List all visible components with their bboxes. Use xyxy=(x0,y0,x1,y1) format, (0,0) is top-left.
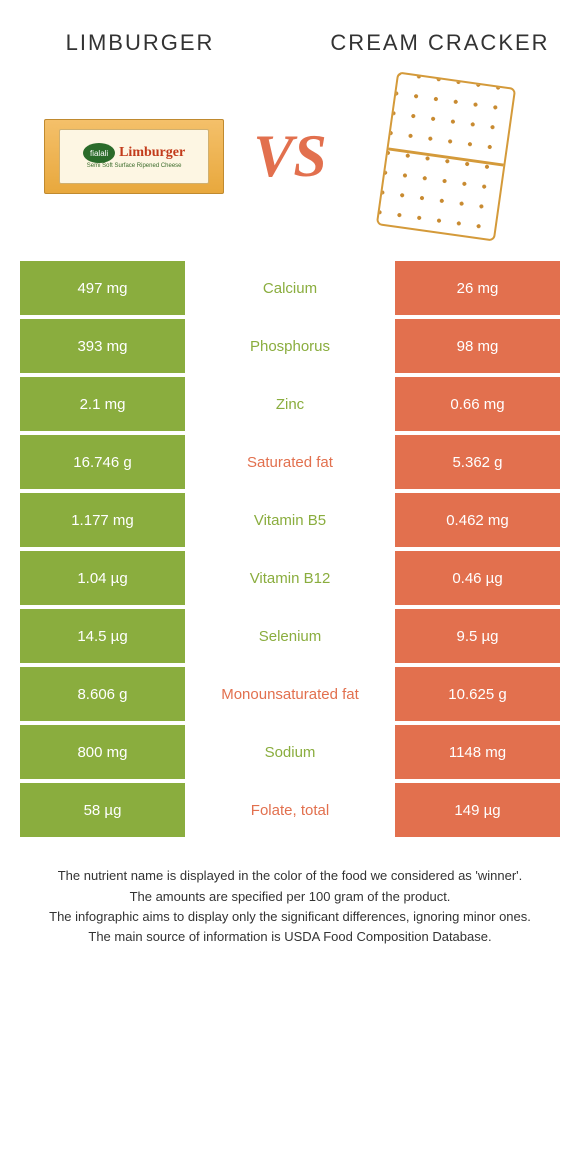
left-value: 58 µg xyxy=(20,783,185,837)
left-value: 497 mg xyxy=(20,261,185,315)
nutrient-name: Zinc xyxy=(185,377,395,431)
nutrient-name: Folate, total xyxy=(185,783,395,837)
footnote-line: The amounts are specified per 100 gram o… xyxy=(30,888,550,906)
footnote-line: The main source of information is USDA F… xyxy=(30,928,550,946)
right-food-title: Cream cracker xyxy=(320,30,560,56)
left-value: 1.04 µg xyxy=(20,551,185,605)
table-row: 58 µgFolate, total149 µg xyxy=(20,783,560,837)
cracker-icon xyxy=(376,71,516,241)
right-value: 1148 mg xyxy=(395,725,560,779)
right-food-image xyxy=(332,79,560,234)
left-food-title: Limburger xyxy=(20,30,260,56)
left-value: 393 mg xyxy=(20,319,185,373)
right-value: 10.625 g xyxy=(395,667,560,721)
table-row: 14.5 µgSelenium9.5 µg xyxy=(20,609,560,663)
footnote-line: The nutrient name is displayed in the co… xyxy=(30,867,550,885)
right-value: 0.46 µg xyxy=(395,551,560,605)
table-row: 8.606 gMonounsaturated fat10.625 g xyxy=(20,667,560,721)
left-value: 2.1 mg xyxy=(20,377,185,431)
nutrient-name: Vitamin B12 xyxy=(185,551,395,605)
table-row: 393 mgPhosphorus98 mg xyxy=(20,319,560,373)
left-value: 800 mg xyxy=(20,725,185,779)
cheese-icon: fialali Limburger Semi Soft Surface Ripe… xyxy=(44,119,224,194)
footnote-line: The infographic aims to display only the… xyxy=(30,908,550,926)
footnotes: The nutrient name is displayed in the co… xyxy=(20,867,560,946)
images-row: fialali Limburger Semi Soft Surface Ripe… xyxy=(20,76,560,236)
left-value: 8.606 g xyxy=(20,667,185,721)
left-value: 1.177 mg xyxy=(20,493,185,547)
right-value: 0.462 mg xyxy=(395,493,560,547)
table-row: 2.1 mgZinc0.66 mg xyxy=(20,377,560,431)
right-value: 0.66 mg xyxy=(395,377,560,431)
right-value: 98 mg xyxy=(395,319,560,373)
table-row: 800 mgSodium1148 mg xyxy=(20,725,560,779)
right-value: 149 µg xyxy=(395,783,560,837)
right-value: 5.362 g xyxy=(395,435,560,489)
nutrient-name: Vitamin B5 xyxy=(185,493,395,547)
nutrient-name: Phosphorus xyxy=(185,319,395,373)
left-food-image: fialali Limburger Semi Soft Surface Ripe… xyxy=(20,119,248,194)
table-row: 16.746 gSaturated fat5.362 g xyxy=(20,435,560,489)
table-row: 1.177 mgVitamin B50.462 mg xyxy=(20,493,560,547)
infographic-container: Limburger Cream cracker fialali Limburge… xyxy=(0,0,580,958)
left-value: 16.746 g xyxy=(20,435,185,489)
left-value: 14.5 µg xyxy=(20,609,185,663)
nutrient-name: Monounsaturated fat xyxy=(185,667,395,721)
nutrient-table: 497 mgCalcium26 mg393 mgPhosphorus98 mg2… xyxy=(20,261,560,837)
nutrient-name: Saturated fat xyxy=(185,435,395,489)
right-value: 26 mg xyxy=(395,261,560,315)
nutrient-name: Sodium xyxy=(185,725,395,779)
table-row: 1.04 µgVitamin B120.46 µg xyxy=(20,551,560,605)
nutrient-name: Calcium xyxy=(185,261,395,315)
vs-label: VS xyxy=(248,122,331,191)
header-row: Limburger Cream cracker xyxy=(20,30,560,56)
right-value: 9.5 µg xyxy=(395,609,560,663)
nutrient-name: Selenium xyxy=(185,609,395,663)
table-row: 497 mgCalcium26 mg xyxy=(20,261,560,315)
